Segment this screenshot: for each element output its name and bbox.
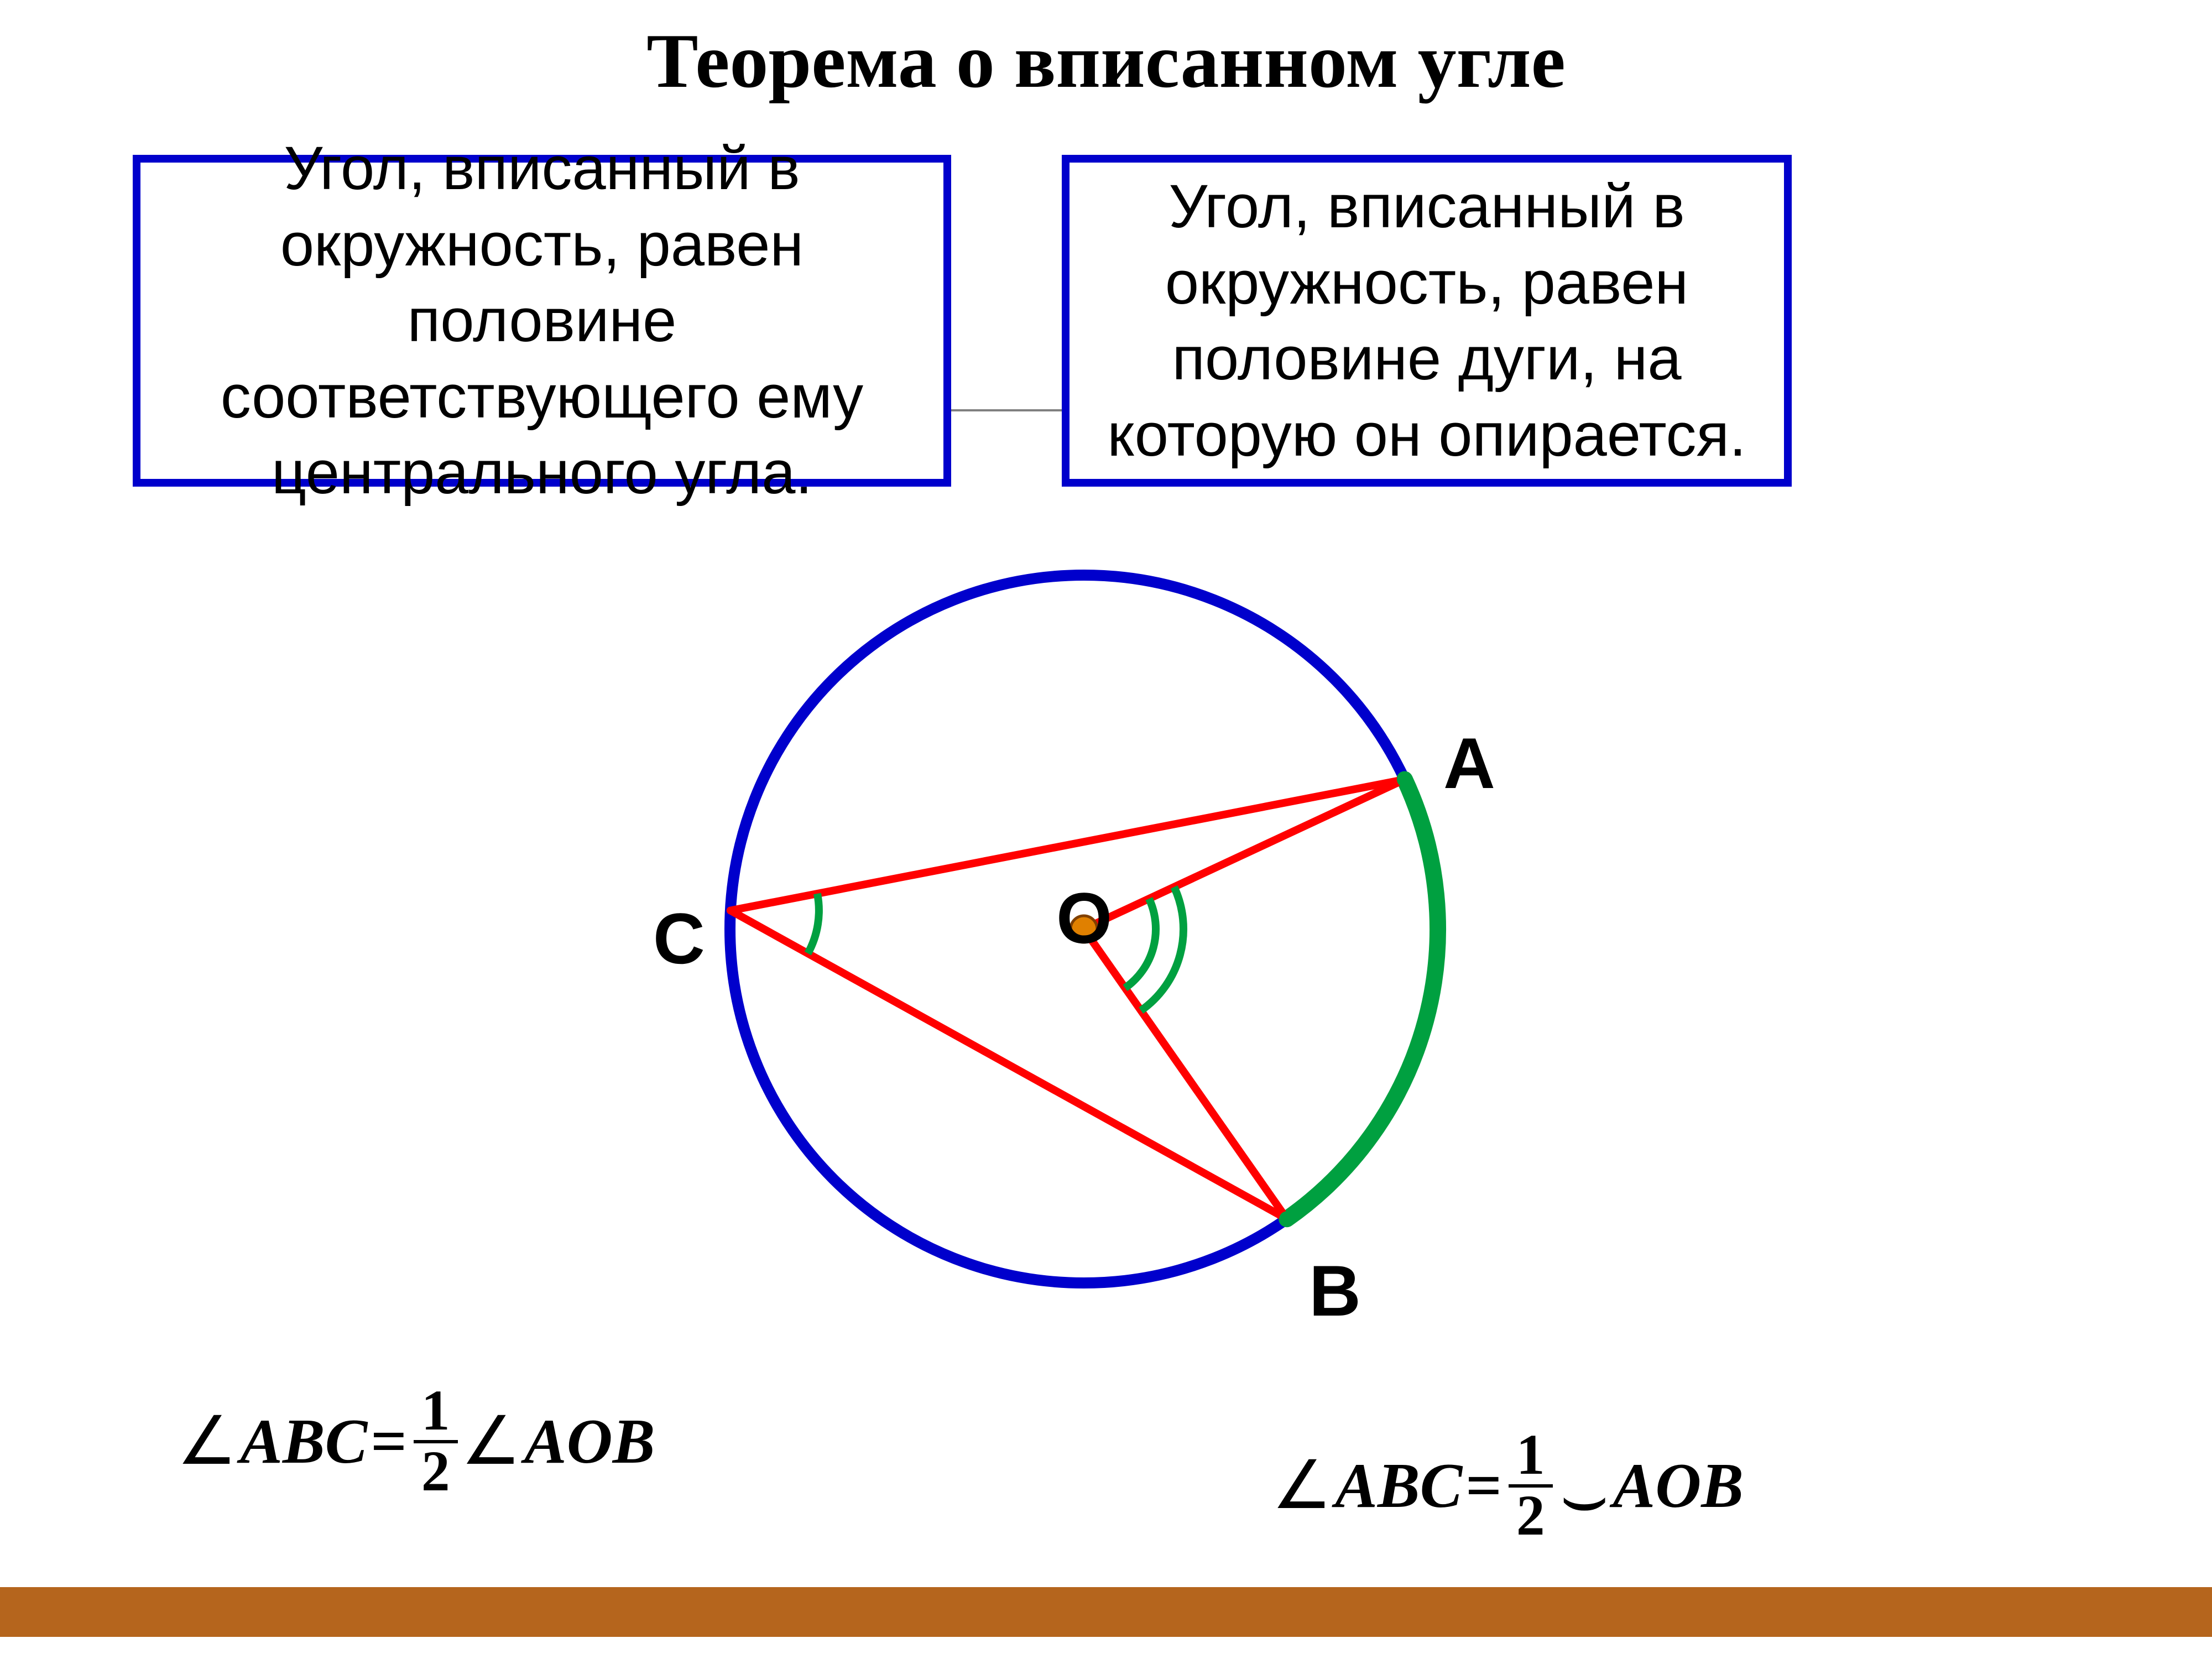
footer-bar-1 bbox=[0, 1587, 2212, 1637]
formula-left: ∠ ABC = 1 2 ∠ AOB bbox=[177, 1383, 655, 1500]
slide-title: Теорема о вписанном угле bbox=[0, 17, 2212, 106]
angle-symbol-icon: ∠ bbox=[177, 1402, 237, 1480]
fraction-half: 1 2 bbox=[414, 1383, 458, 1500]
box-connector bbox=[951, 409, 1062, 411]
formula-right: ∠ ABC = 1 2 ⌣ AOB bbox=[1272, 1427, 1744, 1545]
footer-bar-2 bbox=[0, 1637, 2212, 1659]
fraction-den: 2 bbox=[1509, 1488, 1553, 1545]
formula-right-rhs: AOB bbox=[1613, 1449, 1743, 1522]
label-B: B bbox=[1309, 1249, 1361, 1332]
circle-diagram: A B C O bbox=[597, 531, 1571, 1383]
fraction-num: 1 bbox=[1509, 1427, 1553, 1488]
fraction-den: 2 bbox=[414, 1443, 458, 1501]
label-A: A bbox=[1443, 722, 1495, 805]
theorem-text-right: Угол, вписанный в окружность, равен поло… bbox=[1070, 169, 1784, 473]
theorem-box-right: Угол, вписанный в окружность, равен поло… bbox=[1062, 155, 1792, 487]
formula-left-rhs: AOB bbox=[524, 1405, 655, 1478]
formula-left-lhs: ABC bbox=[240, 1405, 367, 1478]
theorem-box-left: Угол, вписанный в окружность, равен поло… bbox=[133, 155, 951, 487]
angle-symbol-icon: ∠ bbox=[461, 1402, 521, 1480]
fraction-num: 1 bbox=[414, 1383, 458, 1443]
arc-symbol-icon: ⌣ bbox=[1559, 1453, 1610, 1542]
equals-sign: = bbox=[371, 1405, 407, 1478]
angle-symbol-icon: ∠ bbox=[1272, 1447, 1332, 1525]
label-C: C bbox=[653, 897, 705, 980]
label-O: O bbox=[1056, 877, 1112, 959]
equals-sign: = bbox=[1465, 1449, 1502, 1522]
formula-right-lhs: ABC bbox=[1335, 1449, 1462, 1522]
fraction-half: 1 2 bbox=[1509, 1427, 1553, 1545]
theorem-text-left: Угол, вписанный в окружность, равен поло… bbox=[140, 131, 943, 511]
